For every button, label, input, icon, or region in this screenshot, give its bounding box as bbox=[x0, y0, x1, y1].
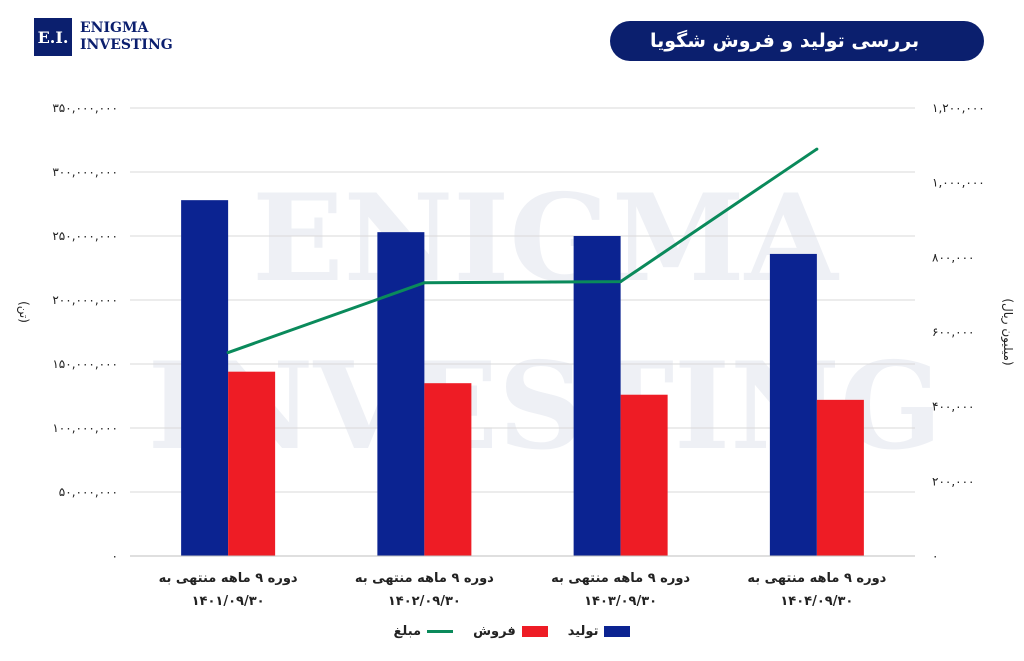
category-label-line-2: ۱۴۰۴/۰۹/۳۰ bbox=[780, 594, 853, 609]
page-title-text: بررسی تولید و فروش شگویا bbox=[650, 30, 920, 52]
logo-line-2: INVESTING bbox=[80, 37, 173, 53]
right-tick-label: ۴۰۰,۰۰۰ bbox=[932, 400, 975, 414]
logo-line-1: ENIGMA bbox=[80, 20, 149, 36]
category-label-line-1: دوره ۹ ماهه منتهی به bbox=[159, 571, 298, 586]
logo-mark: E.I. bbox=[34, 18, 72, 56]
logo-wordmark: ENIGMA INVESTING bbox=[80, 20, 173, 54]
bar-sales bbox=[424, 383, 472, 556]
legend-item-amount: مبلغ bbox=[394, 624, 454, 639]
left-tick-label: ۱۰۰,۰۰۰,۰۰۰ bbox=[52, 421, 118, 435]
left-tick-label: ۰ bbox=[112, 549, 118, 563]
legend-swatch-sales bbox=[521, 626, 548, 637]
bar-production bbox=[573, 236, 621, 556]
right-tick-label: ۶۰۰,۰۰۰ bbox=[932, 325, 975, 339]
category-label-line-1: دوره ۹ ماهه منتهی به bbox=[747, 571, 886, 586]
left-tick-label: ۲۵۰,۰۰۰,۰۰۰ bbox=[52, 229, 118, 243]
legend-item-sales: فروش bbox=[473, 624, 548, 639]
line-amount-point bbox=[422, 281, 426, 285]
legend-label-sales: فروش bbox=[473, 624, 516, 639]
bar-production bbox=[181, 200, 229, 556]
legend-item-production: تولید bbox=[568, 624, 631, 639]
category-label-line-1: دوره ۹ ماهه منتهی به bbox=[355, 571, 494, 586]
left-tick-label: ۵۰,۰۰۰,۰۰۰ bbox=[59, 485, 118, 499]
page-title: بررسی تولید و فروش شگویا bbox=[610, 21, 984, 61]
left-tick-label: ۲۰۰,۰۰۰,۰۰۰ bbox=[52, 293, 118, 307]
right-tick-label: ۸۰۰,۰۰۰ bbox=[932, 250, 975, 264]
right-tick-label: ۰ bbox=[932, 549, 938, 563]
bar-sales bbox=[228, 371, 276, 556]
bar-sales bbox=[816, 399, 864, 556]
bar-production bbox=[377, 232, 425, 556]
right-tick-label: ۲۰۰,۰۰۰ bbox=[932, 474, 975, 488]
watermark-line-1: ENIGMA bbox=[252, 168, 840, 309]
legend-swatch-production bbox=[604, 626, 631, 637]
right-tick-label: ۱,۲۰۰,۰۰۰ bbox=[932, 101, 985, 115]
category-label-line-2: ۱۴۰۲/۰۹/۳۰ bbox=[388, 594, 461, 609]
right-tick-label: ۱,۰۰۰,۰۰۰ bbox=[932, 176, 985, 190]
legend-label-amount: مبلغ bbox=[393, 624, 422, 639]
right-axis-title: (میلیون ریال) bbox=[1000, 298, 1015, 365]
chart-legend: تولید فروش مبلغ bbox=[0, 624, 1024, 639]
bar-sales bbox=[620, 394, 668, 556]
line-amount-point bbox=[619, 280, 623, 284]
left-tick-label: ۳۵۰,۰۰۰,۰۰۰ bbox=[52, 101, 118, 115]
bar-production bbox=[769, 253, 817, 557]
legend-label-production: تولید bbox=[567, 624, 599, 639]
brand-logo: E.I. ENIGMA INVESTING bbox=[34, 18, 173, 56]
left-tick-label: ۳۰۰,۰۰۰,۰۰۰ bbox=[52, 165, 118, 179]
line-amount bbox=[227, 147, 818, 354]
category-label-line-2: ۱۴۰۱/۰۹/۳۰ bbox=[192, 594, 265, 609]
category-label-line-2: ۱۴۰۳/۰۹/۳۰ bbox=[584, 594, 657, 609]
left-axis-title: (تن) bbox=[16, 301, 31, 323]
line-amount-point bbox=[226, 351, 230, 355]
left-tick-label: ۱۵۰,۰۰۰,۰۰۰ bbox=[52, 357, 118, 371]
category-label-line-1: دوره ۹ ماهه منتهی به bbox=[551, 571, 690, 586]
line-amount-point bbox=[815, 147, 819, 151]
legend-swatch-amount bbox=[427, 630, 454, 633]
